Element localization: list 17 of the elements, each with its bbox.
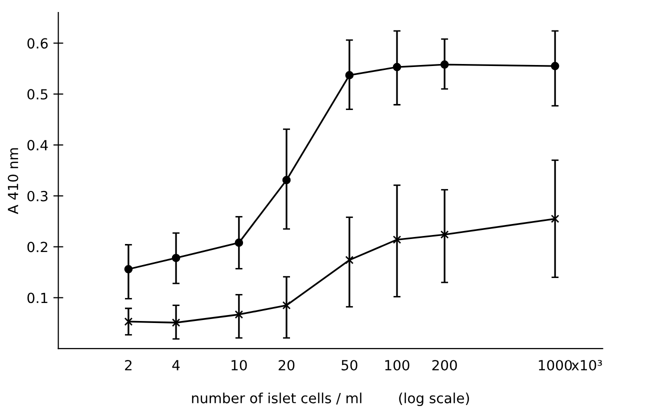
y-tick-label: 0.2 — [27, 242, 48, 252]
y-tick-label: 0.1 — [27, 292, 48, 304]
x-tick-label: 20 — [278, 360, 294, 370]
x-tick-label: 10 — [232, 360, 247, 370]
x-tick-label: 1000 — [538, 360, 572, 370]
x-tick-label: 4 — [172, 360, 180, 370]
text: x10³ — [572, 360, 602, 370]
x-tick-label: 2 — [125, 360, 132, 370]
x-tick-label: 200 — [432, 360, 457, 370]
x-axis-title: number of islet cells / ml (log scale) — [192, 392, 469, 406]
y-tick-label: 0.6 — [27, 38, 48, 49]
y-tick-label: 0.5 — [27, 89, 48, 100]
y-axis-title: A 410 nm — [8, 148, 18, 214]
x-tick-label: 50 — [342, 360, 358, 370]
y-tick-label: 0.3 — [27, 190, 48, 202]
y-tick-label: 0.4 — [27, 140, 48, 150]
x-tick-label: 100 — [385, 360, 410, 370]
